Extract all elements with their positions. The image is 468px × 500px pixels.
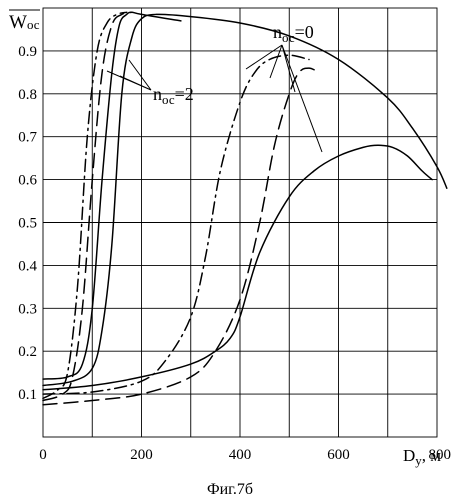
figure-caption: Фиг.7б (207, 481, 253, 498)
y-axis-label: Wос (9, 12, 40, 33)
y-tick-label: 0.5 (18, 216, 37, 232)
series-line-4-solid (42, 13, 448, 387)
annotation-noc-2: nос=2 (153, 84, 194, 107)
series-line-5-solid (42, 11, 182, 380)
grid (42, 7, 438, 438)
series-line-6-dashed (42, 11, 133, 402)
x-tick-label: 400 (229, 447, 252, 463)
tick-labels: 0.1 0.2 0.3 0.4 0.5 0.6 0.7 0.8 0.9 0 200 400 600 800 (18, 44, 451, 463)
leader-lines-noc-0 (245, 44, 323, 153)
y-tick-label: 0.2 (18, 344, 37, 360)
x-tick-label: 600 (327, 447, 350, 463)
y-tick-label: 0.1 (18, 387, 37, 403)
y-tick-label: 0.9 (18, 44, 37, 60)
y-tick-label: 0.7 (18, 130, 37, 146)
y-tick-label: 0.8 (18, 87, 37, 103)
series-line-7-dash-dot (42, 11, 128, 400)
x-axis-label: Dу, м (403, 446, 441, 468)
x-tick-label: 0 (39, 447, 47, 463)
y-tick-label: 0.4 (18, 258, 37, 274)
y-tick-label: 0.6 (18, 173, 37, 189)
x-tick-label: 200 (130, 447, 153, 463)
series (42, 11, 448, 406)
leader-lines-noc-2 (106, 59, 152, 91)
x-tick-label: 800 (429, 447, 452, 463)
annotation-noc-0: nос=0 (273, 22, 314, 45)
y-tick-label: 0.3 (18, 301, 37, 317)
series-line-3-dash-dot (42, 54, 310, 395)
series-line-1-solid (42, 144, 433, 391)
series-line-2-dashed (42, 67, 320, 406)
